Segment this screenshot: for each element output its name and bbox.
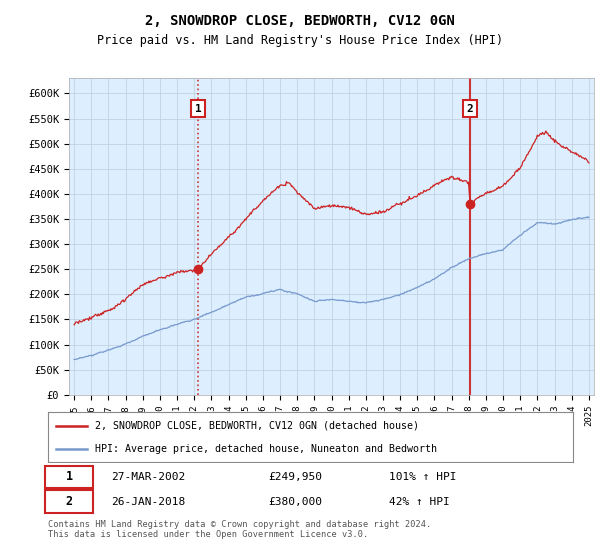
FancyBboxPatch shape [46, 490, 92, 513]
Text: 1: 1 [195, 104, 202, 114]
Text: £380,000: £380,000 [269, 497, 323, 507]
Text: Price paid vs. HM Land Registry's House Price Index (HPI): Price paid vs. HM Land Registry's House … [97, 34, 503, 46]
Text: 2, SNOWDROP CLOSE, BEDWORTH, CV12 0GN: 2, SNOWDROP CLOSE, BEDWORTH, CV12 0GN [145, 14, 455, 28]
Text: 2: 2 [65, 495, 73, 508]
Text: 42% ↑ HPI: 42% ↑ HPI [389, 497, 450, 507]
Text: 2, SNOWDROP CLOSE, BEDWORTH, CV12 0GN (detached house): 2, SNOWDROP CLOSE, BEDWORTH, CV12 0GN (d… [95, 421, 419, 431]
Text: 101% ↑ HPI: 101% ↑ HPI [389, 472, 457, 482]
Text: Contains HM Land Registry data © Crown copyright and database right 2024.
This d: Contains HM Land Registry data © Crown c… [48, 520, 431, 539]
Text: 1: 1 [65, 470, 73, 483]
Text: 2: 2 [467, 104, 473, 114]
Text: 26-JAN-2018: 26-JAN-2018 [111, 497, 185, 507]
Text: 27-MAR-2002: 27-MAR-2002 [111, 472, 185, 482]
Text: HPI: Average price, detached house, Nuneaton and Bedworth: HPI: Average price, detached house, Nune… [95, 445, 437, 454]
Text: £249,950: £249,950 [269, 472, 323, 482]
FancyBboxPatch shape [46, 465, 92, 488]
